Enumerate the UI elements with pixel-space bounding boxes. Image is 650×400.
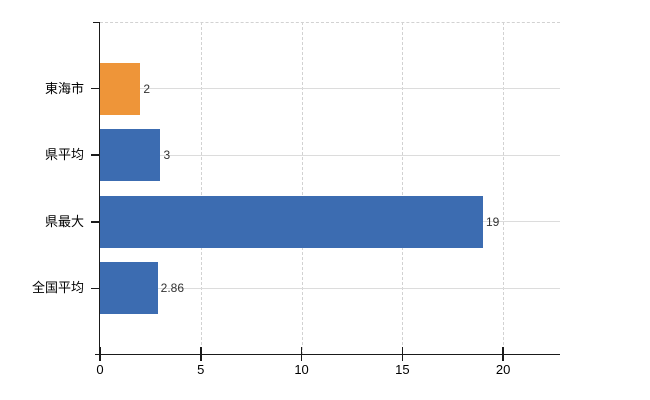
y-tick — [91, 87, 99, 90]
x-tick-label: 5 — [197, 362, 205, 377]
h-gridline — [100, 88, 560, 90]
y-axis-end-tick — [93, 21, 100, 23]
x-tick-label: 10 — [294, 362, 309, 377]
bar-value-label: 19 — [485, 214, 500, 229]
x-tick — [200, 347, 202, 361]
v-gridline — [200, 22, 202, 355]
y-axis-line — [98, 22, 100, 355]
x-tick — [502, 347, 504, 361]
category-label: 全国平均 — [31, 280, 84, 296]
category-label: 県最大 — [44, 213, 84, 229]
x-tick — [300, 347, 303, 361]
h-gridline — [100, 287, 560, 289]
x-tick-label: 20 — [495, 362, 511, 377]
bar-3 — [100, 262, 158, 315]
y-tick — [91, 287, 99, 290]
x-axis-line — [95, 353, 560, 355]
x-tick — [99, 347, 101, 361]
h-gridline — [100, 154, 560, 156]
v-gridline — [503, 22, 505, 355]
x-tick-label: 0 — [96, 362, 104, 377]
v-gridline — [402, 22, 404, 355]
v-gridline — [301, 22, 303, 355]
bar-value-label: 2.86 — [160, 281, 184, 296]
y-tick — [91, 221, 99, 223]
y-tick — [91, 154, 99, 156]
category-label: 県平均 — [44, 147, 84, 163]
x-tick-label: 15 — [395, 362, 410, 377]
bar-2 — [100, 195, 483, 248]
category-label: 東海市 — [44, 80, 84, 96]
bar-1 — [100, 129, 161, 182]
x-tick — [401, 347, 404, 361]
bar-value-label: 2 — [143, 81, 150, 96]
bar-value-label: 3 — [163, 148, 171, 163]
plot-top-border — [100, 22, 560, 23]
bar-0 — [100, 62, 141, 115]
